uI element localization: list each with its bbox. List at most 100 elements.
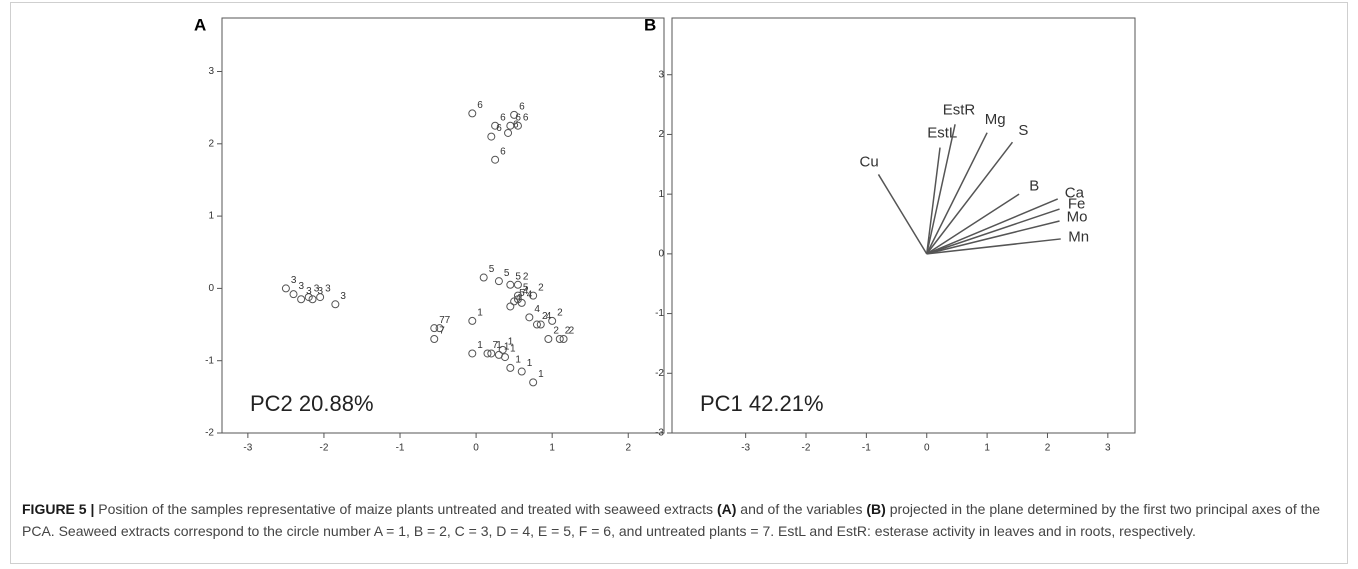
point — [510, 297, 519, 306]
point — [468, 349, 477, 358]
point — [532, 320, 541, 329]
point — [468, 109, 477, 118]
point-label: 2 — [538, 282, 544, 293]
caption-label: FIGURE 5 | — [22, 501, 95, 517]
x-tick-label: 0 — [473, 443, 479, 454]
loading-vector — [926, 193, 1020, 255]
point-label: 6 — [496, 123, 502, 134]
point-label: 2 — [523, 271, 529, 282]
point — [491, 155, 500, 164]
point — [487, 349, 496, 358]
point — [506, 363, 515, 372]
point-label: 7 — [493, 340, 499, 351]
point-label: 4 — [534, 304, 540, 315]
point-label: 2 — [542, 311, 548, 322]
plot-frame — [221, 17, 665, 434]
point-label: 2 — [557, 308, 563, 319]
loading-vector — [926, 124, 956, 255]
y-tick-label: -1 — [655, 308, 664, 319]
point — [506, 280, 515, 289]
loading-vector — [926, 141, 1014, 255]
point-label: 1 — [508, 336, 514, 347]
point — [513, 295, 522, 304]
point — [513, 121, 522, 130]
x-tick-label: 1 — [549, 443, 555, 454]
y-tick-label: -2 — [655, 368, 664, 379]
figure-border — [10, 2, 1348, 564]
point-label: 5 — [523, 282, 529, 293]
loading-vector — [926, 198, 1059, 255]
x-tick-label: 2 — [1045, 443, 1051, 454]
point-label: 1 — [496, 340, 502, 351]
point — [501, 353, 510, 362]
point-label: 3 — [318, 286, 324, 297]
point — [513, 280, 522, 289]
point — [468, 316, 477, 325]
y-tick-label: 1 — [208, 211, 214, 222]
point-label: 6 — [477, 100, 483, 111]
point-label: 3 — [314, 284, 320, 295]
point-label: 4 — [546, 311, 552, 322]
plot-frame — [671, 17, 1136, 434]
point-label: 2 — [553, 326, 559, 337]
point — [430, 324, 439, 333]
x-tick-label: 2 — [625, 443, 631, 454]
x-tick-label: -2 — [319, 443, 328, 454]
point-label: 4 — [527, 290, 533, 301]
point-label: 1 — [504, 342, 510, 353]
annotation: PC2 20.88% — [250, 391, 374, 416]
point-label: 6 — [523, 112, 529, 123]
x-tick-label: 0 — [924, 443, 930, 454]
vector-label: Fe — [1068, 196, 1086, 213]
point-label: 6 — [519, 102, 525, 113]
y-tick-label: 3 — [208, 66, 214, 77]
point-label: 5 — [504, 268, 510, 279]
point-label: 7 — [439, 315, 445, 326]
point — [430, 335, 439, 344]
point-label: 3 — [340, 291, 346, 302]
point — [289, 290, 298, 299]
x-tick-label: 3 — [1105, 443, 1111, 454]
vector-label: Cu — [860, 153, 879, 170]
point — [331, 300, 340, 309]
loading-vector — [926, 132, 988, 255]
point — [555, 335, 564, 344]
point — [491, 121, 500, 130]
point — [529, 378, 538, 387]
point-label: 1 — [527, 358, 533, 369]
point-label: 3 — [299, 281, 305, 292]
loading-vector — [877, 174, 928, 255]
point — [494, 277, 503, 286]
caption: FIGURE 5 | Position of the samples repre… — [22, 498, 1332, 542]
point-label: 7 — [445, 315, 451, 326]
vector-label: S — [1018, 122, 1028, 139]
point-label: 1 — [510, 344, 516, 355]
loading-vector — [925, 147, 941, 254]
loading-vector — [926, 208, 1060, 255]
y-tick-label: 0 — [658, 249, 664, 260]
loading-vector — [926, 238, 1061, 255]
x-tick-label: -1 — [862, 443, 871, 454]
point — [487, 132, 496, 141]
point — [559, 335, 568, 344]
point — [517, 367, 526, 376]
point-label: 5 — [519, 288, 525, 299]
point — [479, 273, 488, 282]
point — [506, 302, 515, 311]
point-label: 3 — [291, 275, 297, 286]
point-label: 6 — [500, 146, 506, 157]
y-tick-label: -2 — [205, 428, 214, 439]
y-tick-label: -3 — [655, 428, 664, 439]
caption-ref: (B) — [866, 501, 886, 517]
point-label: 6 — [513, 120, 519, 131]
point — [498, 345, 507, 354]
vector-label: Mn — [1068, 228, 1089, 245]
point — [316, 293, 325, 302]
point-label: 4 — [515, 293, 521, 304]
point-label: 1 — [477, 308, 483, 319]
point-label: 1 — [477, 340, 483, 351]
y-tick-label: 2 — [658, 129, 664, 140]
caption-text: projected in the plane determined by the… — [22, 501, 1321, 539]
y-tick-label: -1 — [205, 355, 214, 366]
caption-ref: (A) — [716, 501, 737, 517]
